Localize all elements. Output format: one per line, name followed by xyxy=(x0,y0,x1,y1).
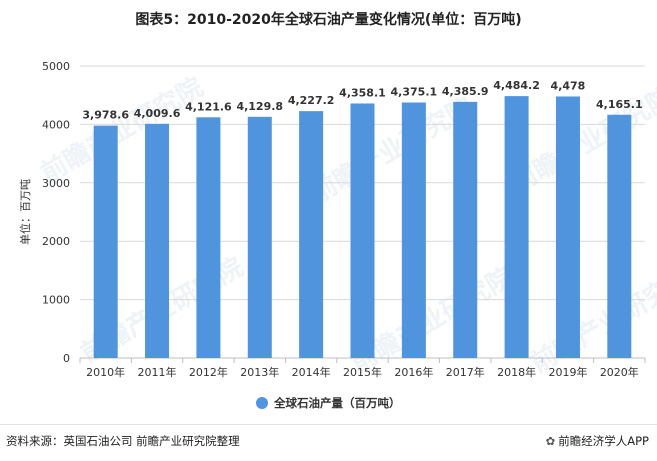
footer-divider xyxy=(0,424,657,425)
bar-chart: 0 1000 2000 3000 4000 5000 单位：百万吨 3,978.6 2010年 4… xyxy=(18,60,646,410)
data-label: 4,385.9 xyxy=(442,85,489,98)
bar xyxy=(247,116,272,359)
y-tick-label: 4000 xyxy=(42,118,70,131)
y-tick-label: 3000 xyxy=(42,177,70,190)
y-tick-label: 1000 xyxy=(42,294,70,307)
brand-text: 前瞻经济学人APP xyxy=(558,434,649,448)
y-tick-label: 5000 xyxy=(42,60,70,73)
bar xyxy=(607,114,632,358)
brand-logo-icon: ✿ xyxy=(545,434,556,448)
x-tick-label: 2020年 xyxy=(600,365,639,379)
x-tick-label: 2019年 xyxy=(548,365,587,379)
bar xyxy=(196,117,221,359)
bar xyxy=(93,125,118,359)
x-tick-label: 2015年 xyxy=(343,365,382,379)
legend-marker xyxy=(256,397,268,409)
bar xyxy=(401,102,426,358)
data-label: 4,227.2 xyxy=(288,94,335,107)
x-tick-label: 2018年 xyxy=(497,365,536,379)
data-label: 4,484.2 xyxy=(493,79,540,92)
x-tick-label: 2011年 xyxy=(138,365,177,379)
data-label: 4,121.6 xyxy=(185,100,232,113)
data-label: 4,358.1 xyxy=(339,86,386,99)
x-tick-label: 2012年 xyxy=(189,365,228,379)
data-label: 4,165.1 xyxy=(596,98,643,111)
x-tick-label: 2016年 xyxy=(394,365,433,379)
bar xyxy=(555,96,580,358)
data-label: 3,978.6 xyxy=(82,109,129,122)
bar xyxy=(299,111,324,358)
bar xyxy=(350,103,375,358)
x-tick-label: 2010年 xyxy=(86,365,125,379)
y-axis-title: 单位：百万吨 xyxy=(18,179,32,245)
brand-credit: ✿ 前瞻经济学人APP xyxy=(546,433,649,449)
bar xyxy=(453,101,478,359)
bar xyxy=(145,123,170,359)
x-tick-label: 2014年 xyxy=(292,365,331,379)
data-label: 4,478 xyxy=(551,79,586,92)
y-tick-label: 2000 xyxy=(42,235,70,248)
x-tick-label: 2017年 xyxy=(446,365,485,379)
x-tick-label: 2013年 xyxy=(240,365,279,379)
data-label: 4,375.1 xyxy=(391,85,438,98)
y-tick-label: 0 xyxy=(63,352,70,365)
chart-title: 图表5：2010-2020年全球石油产量变化情况(单位：百万吨) xyxy=(135,12,522,28)
source-note: 资料来源：英国石油公司 前瞻产业研究院整理 xyxy=(6,434,240,448)
data-label: 4,009.6 xyxy=(134,107,181,120)
legend-label: 全球石油产量（百万吨） xyxy=(273,396,401,410)
bar xyxy=(504,96,529,359)
data-label: 4,129.8 xyxy=(236,100,283,113)
